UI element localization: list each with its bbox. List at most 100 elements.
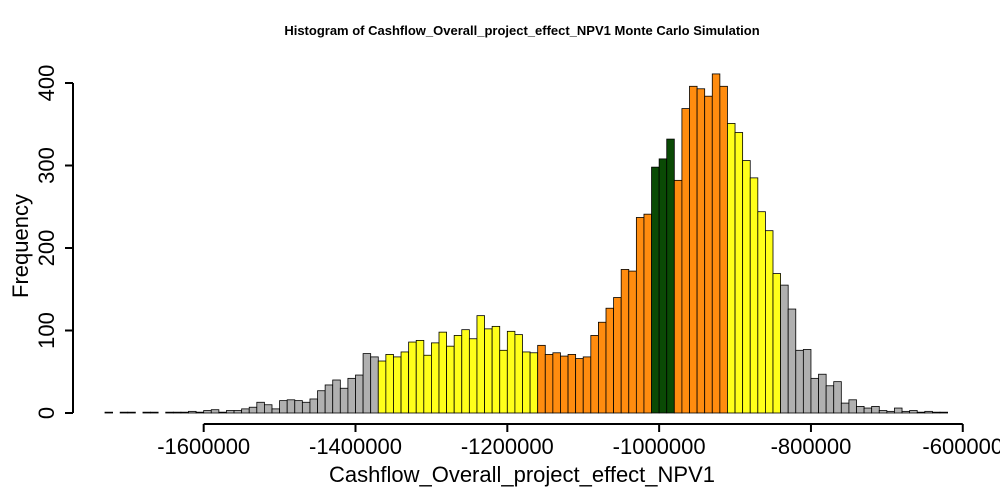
histogram-bar	[264, 404, 273, 414]
histogram-bar	[894, 407, 903, 414]
histogram-bar	[901, 410, 911, 414]
histogram-bar	[560, 355, 569, 414]
histogram-bar	[522, 351, 531, 414]
histogram-bar	[856, 405, 865, 414]
histogram-bar	[210, 409, 220, 414]
histogram-bar	[377, 360, 387, 414]
histogram-bar	[765, 230, 774, 414]
histogram-bar	[279, 400, 288, 414]
histogram-bar	[635, 217, 645, 414]
histogram-bar	[385, 354, 394, 414]
histogram-bar	[878, 410, 888, 414]
histogram-bar	[719, 85, 728, 414]
histogram-bar	[506, 330, 516, 414]
histogram-bar	[400, 351, 410, 414]
histogram-bar	[544, 354, 554, 414]
histogram-bar	[909, 410, 918, 414]
y-tick-label: 300	[34, 147, 59, 184]
x-tick-label: -1600000	[157, 434, 250, 459]
histogram-bar	[142, 411, 151, 414]
histogram-bar	[704, 95, 713, 414]
histogram-bar	[248, 406, 258, 414]
histogram-bar	[871, 405, 880, 414]
histogram-bar	[431, 342, 440, 414]
histogram-bar	[613, 297, 622, 414]
histogram-bar	[514, 334, 523, 414]
y-tick-label: 100	[34, 312, 59, 349]
histogram-bar	[165, 411, 174, 414]
histogram-bar	[332, 379, 341, 414]
histogram-bar	[423, 354, 432, 414]
histogram-bar	[711, 73, 721, 414]
histogram-bar	[916, 411, 926, 414]
histogram-bar	[339, 387, 349, 414]
y-tick-label: 0	[34, 407, 59, 419]
histogram-bar	[286, 399, 296, 414]
histogram-bar	[582, 356, 592, 414]
y-tick-label: 200	[34, 230, 59, 267]
y-axis-label: Frequency	[8, 194, 33, 298]
histogram-bar	[825, 385, 835, 414]
histogram-bar	[848, 399, 857, 414]
histogram-bar	[757, 211, 766, 414]
histogram-bar	[499, 349, 508, 414]
histogram-bar	[393, 356, 402, 414]
histogram-bar	[150, 411, 159, 414]
histogram-bar	[772, 273, 781, 414]
histogram-bar	[924, 410, 933, 414]
x-tick-label: -1200000	[461, 434, 554, 459]
histogram-bar	[355, 374, 364, 414]
histogram-bar	[681, 108, 690, 414]
histogram-bar	[932, 411, 941, 414]
x-tick-label: -800000	[771, 434, 852, 459]
histogram-bar	[172, 411, 182, 414]
x-axis-label: Cashflow_Overall_project_effect_NPV1	[329, 462, 715, 487]
histogram-bar	[484, 328, 493, 414]
x-tick-label: -600000	[922, 434, 1000, 459]
histogram-bar	[476, 315, 485, 414]
x-tick-label: -1400000	[309, 434, 402, 459]
histogram-bar	[795, 349, 804, 414]
histogram-bar	[195, 411, 205, 414]
histogram-bar	[271, 408, 280, 414]
histogram-bar	[188, 410, 197, 414]
histogram-bar	[324, 384, 334, 414]
histogram-bar	[537, 344, 546, 414]
histogram-bar	[696, 88, 706, 414]
histogram-bar	[939, 411, 948, 414]
histogram-bar	[294, 400, 303, 414]
histogram-bar	[453, 335, 463, 414]
histogram-bar	[309, 398, 318, 414]
histogram-bar	[461, 329, 470, 414]
histogram-bar	[552, 352, 561, 414]
chart-title: Histogram of Cashflow_Overall_project_ef…	[284, 23, 759, 38]
histogram-bar	[218, 411, 227, 414]
histogram-bar	[651, 166, 660, 414]
histogram-bar	[840, 402, 850, 414]
histogram-bar	[317, 390, 326, 414]
histogram-bar	[590, 335, 599, 414]
histogram-bar	[226, 410, 235, 414]
histogram-bar	[415, 339, 425, 414]
histogram-bar	[347, 377, 356, 414]
histogram-bar	[666, 138, 675, 414]
histogram-bar	[119, 411, 129, 414]
histogram-bar	[104, 411, 113, 414]
histogram-bar	[643, 213, 652, 414]
histogram-bar	[780, 284, 789, 414]
histogram-bar	[127, 411, 136, 414]
histogram-bar	[749, 177, 759, 414]
x-tick-label: -1000000	[613, 434, 706, 459]
histogram-bar	[362, 353, 372, 414]
x-axis: -1600000 -1400000 -1200000 -1000000 -800000 -…	[157, 423, 1000, 459]
histogram-bar	[575, 358, 584, 414]
histogram-bar	[256, 401, 265, 414]
histogram-bar	[408, 341, 417, 414]
histogram-bar	[802, 349, 812, 414]
histogram-bar	[605, 307, 614, 414]
histogram-bar	[567, 354, 577, 414]
y-axis: 0 100 200 300 400	[34, 65, 74, 419]
histogram-bar	[886, 410, 895, 414]
y-tick-label: 400	[34, 65, 59, 102]
